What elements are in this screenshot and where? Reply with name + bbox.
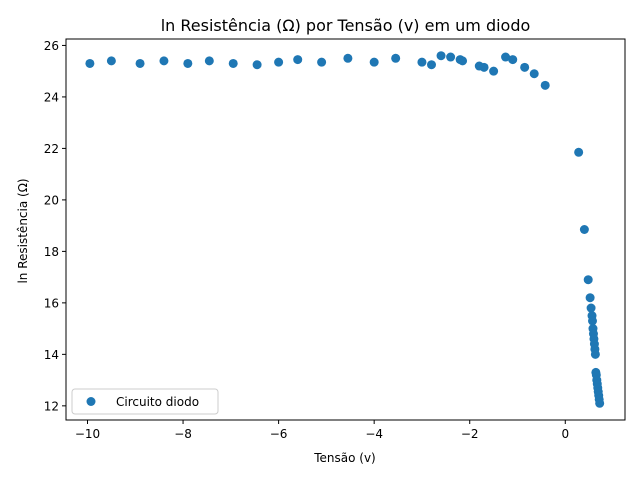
data-point — [595, 398, 605, 408]
y-tick-label: 24 — [44, 90, 59, 104]
y-tick-label: 12 — [44, 399, 59, 413]
y-tick-label: 26 — [44, 39, 59, 53]
x-tick-label: −8 — [174, 427, 192, 441]
data-point — [574, 147, 584, 157]
x-tick-label: −4 — [365, 427, 383, 441]
plot-area: −10 −8 −6 −4 −2 0 12 14 16 18 20 22 24 26 — [44, 38, 626, 441]
data-point — [458, 56, 468, 66]
data-point — [586, 303, 596, 313]
data-point — [106, 56, 116, 66]
x-tick-label: −10 — [75, 427, 100, 441]
chart-title: ln Resistência (Ω) por Tensão (v) em um … — [161, 16, 531, 35]
data-point — [436, 51, 446, 61]
data-point — [204, 56, 214, 66]
y-tick-label: 14 — [44, 348, 59, 362]
data-point — [508, 55, 518, 65]
data-point — [252, 60, 262, 70]
x-tick-label: 0 — [561, 427, 569, 441]
data-point — [317, 57, 327, 67]
data-point — [369, 57, 379, 67]
data-point — [417, 57, 427, 67]
data-point — [489, 66, 499, 76]
data-point — [293, 55, 303, 65]
data-point — [343, 53, 353, 63]
data-point — [427, 60, 436, 70]
data-point — [590, 349, 600, 359]
data-point — [85, 58, 95, 68]
x-axis-label: Tensão (v) — [313, 451, 376, 465]
axes-frame — [65, 38, 626, 421]
legend-label: Circuito diodo — [116, 395, 199, 409]
legend: Circuito diodo — [71, 388, 219, 415]
data-point — [588, 316, 598, 326]
data-point — [520, 62, 530, 72]
y-tick-label: 22 — [44, 142, 59, 156]
data-point — [479, 62, 489, 72]
data-point — [159, 56, 169, 66]
data-point — [228, 58, 238, 68]
data-point — [529, 69, 539, 79]
y-tick-label: 20 — [44, 193, 59, 207]
data-point — [183, 58, 193, 68]
data-point — [446, 52, 456, 62]
y-tick-label: 18 — [44, 245, 59, 259]
data-point — [579, 225, 589, 234]
legend-box — [71, 388, 219, 415]
y-tick-label: 16 — [44, 296, 59, 310]
x-tick-label: −2 — [461, 427, 479, 441]
data-point — [135, 58, 145, 68]
data-point — [501, 52, 511, 62]
data-point — [540, 80, 550, 90]
x-tick-label: −6 — [270, 427, 288, 441]
data-point — [274, 57, 284, 67]
legend-marker — [86, 397, 96, 406]
data-point — [583, 275, 593, 285]
data-point — [585, 293, 595, 303]
y-axis-label: ln Resistência (Ω) — [16, 178, 30, 283]
data-point — [391, 53, 401, 63]
